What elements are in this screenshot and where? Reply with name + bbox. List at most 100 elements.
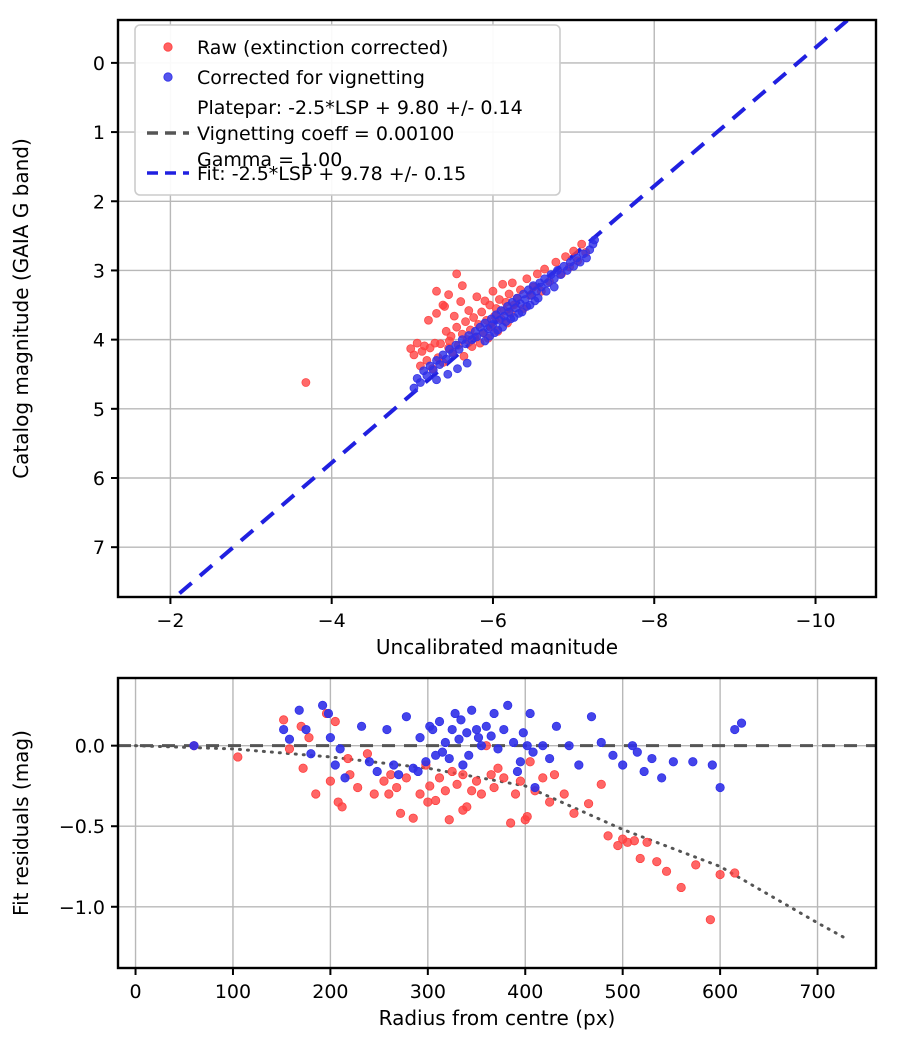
data-point (642, 837, 652, 847)
data-point (447, 766, 457, 777)
top-xtick-label: −10 (795, 610, 835, 632)
data-point (434, 716, 445, 727)
data-point (450, 708, 460, 719)
data-point (577, 239, 587, 249)
data-point (372, 766, 382, 777)
data-point (639, 766, 649, 777)
data-point (369, 789, 379, 799)
data-point (413, 766, 423, 777)
data-point (715, 869, 725, 880)
legend-label: Gamma = 1.00 (197, 149, 342, 171)
data-point (325, 776, 335, 786)
data-point (448, 349, 458, 358)
data-point (456, 715, 466, 725)
data-point (464, 306, 474, 315)
legend-label: Vignetting coeff = 0.00100 (197, 123, 454, 145)
data-point (538, 741, 548, 751)
legend-label: Raw (extinction corrected) (197, 37, 448, 59)
data-point (449, 311, 459, 321)
data-point (691, 860, 701, 870)
data-point (395, 808, 406, 818)
top-xtick-label: −4 (318, 610, 346, 632)
data-point (632, 747, 642, 757)
data-point (543, 278, 553, 288)
bottom-axis-frame (116, 676, 878, 970)
data-point (444, 753, 454, 764)
legend-label: Platepar: -2.5*LSP + 9.80 +/- 0.14 (197, 97, 523, 119)
data-point (528, 747, 538, 757)
data-point (652, 857, 662, 867)
top-ytick-label: 2 (93, 191, 105, 213)
data-point (730, 724, 740, 735)
bottom-ytick-label: −0.5 (59, 816, 105, 838)
data-point (441, 354, 451, 364)
data-point (561, 252, 570, 262)
data-point (707, 760, 717, 770)
data-point (422, 371, 432, 381)
legend-marker-corrected (163, 72, 173, 82)
legend-label: Fit: -2.5*LSP + 9.78 +/- 0.15 (197, 163, 466, 185)
top-ytick-label: 0 (93, 53, 105, 75)
data-point (415, 378, 425, 387)
data-point (330, 760, 340, 770)
data-point (477, 307, 487, 317)
bottom-panel-svg: 0 100 200 300 400 500 600 700 0.0 −0.5 −1.0 Radius … (9, 676, 878, 1030)
data-point (532, 269, 542, 279)
data-point (503, 700, 513, 710)
data-point (453, 364, 462, 374)
data-point (437, 747, 448, 757)
data-point (569, 808, 579, 818)
bottom-xtick-label: 100 (215, 981, 251, 1003)
data-point (436, 339, 445, 349)
data-point (392, 782, 402, 793)
top-ytick-label: 6 (93, 468, 105, 490)
data-point (424, 315, 433, 325)
data-point (499, 773, 509, 783)
data-point (440, 786, 450, 796)
data-point (522, 302, 532, 311)
data-point (556, 270, 566, 279)
bottom-xtick-label: 400 (507, 981, 543, 1003)
scatter-series-corrected (409, 235, 599, 393)
data-point (454, 344, 464, 354)
top-ytick-label: 5 (93, 399, 105, 421)
data-point (736, 718, 747, 728)
data-point (493, 325, 503, 335)
data-point (456, 297, 466, 306)
data-point (432, 375, 441, 385)
data-point (596, 779, 606, 789)
data-point (393, 770, 404, 780)
data-point (462, 358, 472, 368)
data-point (525, 757, 535, 767)
data-point (518, 728, 528, 738)
data-point (510, 789, 521, 799)
data-point (559, 789, 569, 799)
data-point (301, 378, 311, 387)
data-point (603, 831, 613, 841)
data-point (507, 278, 517, 288)
data-point (386, 770, 396, 780)
data-point (298, 763, 308, 773)
data-point (189, 741, 199, 751)
top-ytick-label: 7 (93, 537, 105, 559)
data-point (311, 789, 321, 799)
bottom-yaxis-title: Fit residuals (mag) (9, 730, 33, 916)
legend-box (134, 24, 561, 196)
data-point (538, 773, 548, 783)
data-point (469, 313, 479, 322)
bottom-xtick-label: 300 (410, 981, 446, 1003)
top-ticks: −2 −4 −6 −8 −10 0 1 2 3 4 5 6 7 (93, 53, 836, 632)
top-xtick-label: −2 (156, 610, 184, 632)
data-point (343, 753, 353, 764)
data-point (467, 786, 477, 796)
data-point (434, 773, 445, 783)
data-point (415, 789, 425, 799)
data-point (452, 322, 462, 332)
data-point (545, 797, 555, 807)
top-panel: −2 −4 −6 −8 −10 0 1 2 3 4 5 6 7 Uncalibrated magnitud… (9, 18, 878, 655)
data-point (412, 338, 422, 348)
data-point (618, 760, 628, 770)
data-point (284, 744, 295, 754)
data-point (428, 365, 438, 375)
